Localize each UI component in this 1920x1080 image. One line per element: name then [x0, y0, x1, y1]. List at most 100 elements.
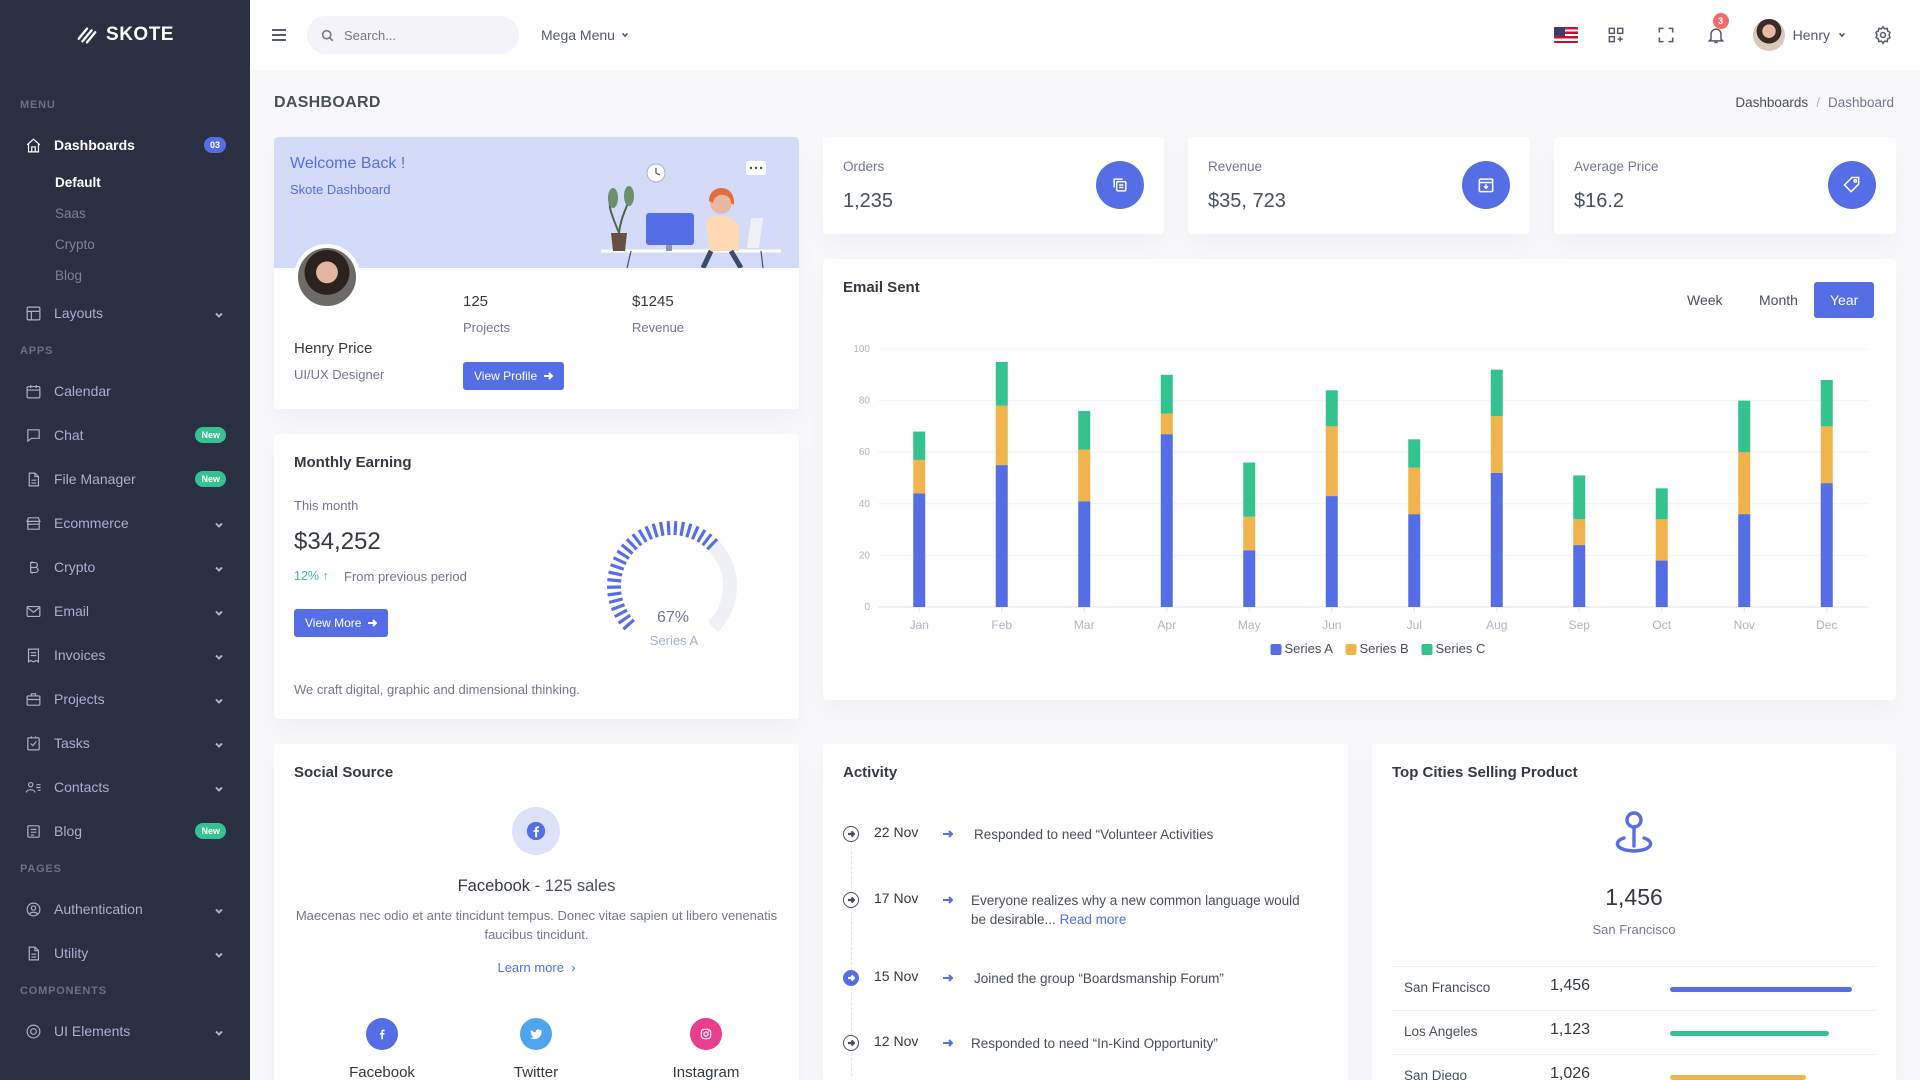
sidebar-item-crypto[interactable]: Crypto	[0, 545, 250, 589]
language-button[interactable]	[1541, 0, 1591, 70]
bar-segment	[1573, 475, 1586, 520]
breadcrumb-item-dashboards[interactable]: Dashboards	[1735, 95, 1809, 110]
logo-icon	[77, 27, 97, 44]
sidebar-item-ui-elements[interactable]: UI Elements	[0, 1009, 250, 1053]
sidebar-item-invoices[interactable]: Invoices	[0, 633, 250, 677]
mega-menu-dropdown[interactable]: Mega Menu	[541, 27, 629, 43]
range-week-button[interactable]: Week	[1687, 292, 1723, 308]
bar-segment	[1243, 516, 1256, 551]
sidebar-item-authentication[interactable]: Authentication	[0, 887, 250, 931]
store-icon	[24, 514, 42, 532]
sidebar-item-blog[interactable]: Blog New	[0, 809, 250, 853]
table-row: Los Angeles 1,123	[1392, 1010, 1877, 1054]
sidebar-item-utility[interactable]: Utility	[0, 931, 250, 975]
sidebar-item-dashboards[interactable]: Dashboards 03	[0, 123, 250, 167]
sidebar-item-file-manager[interactable]: File Manager New	[0, 457, 250, 501]
sidebar-subitem-blog[interactable]: Blog	[55, 268, 83, 283]
card-title: Email Sent	[843, 279, 920, 296]
city-name: Los Angeles	[1404, 1024, 1478, 1039]
search-input[interactable]	[344, 27, 494, 43]
bar-segment	[1820, 483, 1833, 607]
chevron-down-icon	[214, 737, 224, 748]
gauge-tick	[625, 538, 638, 551]
sidebar-item-projects[interactable]: Projects	[0, 677, 250, 721]
archive-icon	[1462, 161, 1510, 209]
view-more-button[interactable]: View More	[294, 609, 389, 637]
period-label: This month	[294, 498, 359, 513]
fullscreen-button[interactable]	[1641, 0, 1691, 70]
city-progress-bar	[1670, 1031, 1829, 1036]
bar-segment	[1160, 374, 1173, 414]
sidebar-item-email[interactable]: Email	[0, 589, 250, 633]
activity-date: 17 Nov	[874, 890, 919, 906]
gauge-tick	[622, 618, 635, 631]
activity-date: 22 Nov	[874, 824, 919, 840]
sidebar-item-label: Dashboards	[54, 137, 135, 153]
social-label-facebook: Facebook	[349, 1064, 415, 1080]
new-badge: New	[195, 427, 226, 443]
menu-toggle-button[interactable]	[264, 20, 294, 50]
gauge-tick	[616, 549, 630, 560]
bar-segment	[1325, 426, 1338, 497]
mega-menu-label: Mega Menu	[541, 27, 615, 43]
apps-grid-button[interactable]	[1591, 0, 1641, 70]
bar-segment	[1820, 379, 1833, 427]
user-list-icon	[24, 778, 42, 796]
user-menu-dropdown[interactable]: Henry	[1741, 19, 1858, 51]
envelope-icon	[24, 602, 42, 620]
stat-label: Average Price	[1574, 159, 1659, 174]
city-value: 1,026	[1550, 1065, 1591, 1080]
map-pin-icon	[1615, 811, 1653, 853]
sidebar-item-tasks[interactable]: Tasks	[0, 721, 250, 765]
settings-button[interactable]	[1858, 0, 1908, 70]
sidebar-subitem-crypto[interactable]: Crypto	[55, 237, 95, 252]
read-more-link[interactable]: Read more	[1059, 912, 1127, 927]
timeline-line	[851, 836, 852, 1076]
legend-marker	[1345, 644, 1357, 655]
facebook-icon[interactable]	[366, 1018, 398, 1050]
top-city-value: 1,456	[1605, 884, 1663, 910]
bar-segment	[1160, 413, 1173, 435]
earning-footer: We craft digital, graphic and dimensiona…	[294, 682, 580, 697]
notifications-button[interactable]: 3	[1691, 0, 1741, 70]
breadcrumb-separator: /	[1816, 95, 1820, 110]
user-circle-icon	[24, 900, 42, 918]
range-month-button[interactable]: Month	[1759, 292, 1798, 308]
sidebar: SKOTE MENU Dashboards 03 Default Saas Cr…	[0, 0, 250, 1080]
x-tick-label: Jan	[910, 618, 929, 632]
top-city-name: San Francisco	[1592, 922, 1676, 937]
sidebar-item-label: Email	[54, 603, 90, 619]
arrow-right-icon	[368, 619, 378, 627]
y-tick-label: 60	[859, 447, 871, 458]
range-year-button[interactable]: Year	[1814, 282, 1875, 318]
x-tick-label: Sep	[1569, 618, 1591, 632]
top-cities-card: Top Cities Selling Product 1,456 San Fra…	[1372, 744, 1896, 1080]
gauge-tick	[607, 591, 622, 597]
instagram-icon[interactable]	[690, 1018, 722, 1050]
bar-segment	[1655, 560, 1668, 607]
sidebar-item-chat[interactable]: Chat New	[0, 413, 250, 457]
sidebar-item-ecommerce[interactable]: Ecommerce	[0, 501, 250, 545]
sidebar-item-label: Crypto	[54, 559, 96, 575]
x-tick-label: Oct	[1652, 618, 1671, 632]
arrow-right-icon	[942, 971, 954, 983]
sidebar-item-calendar[interactable]: Calendar	[0, 369, 250, 413]
x-tick-label: Apr	[1157, 618, 1176, 632]
stat-value: $16.2	[1574, 190, 1625, 212]
button-label: View Profile	[474, 369, 538, 383]
apps-section-title: APPS	[20, 345, 54, 357]
twitter-icon[interactable]	[520, 1018, 552, 1050]
legend-marker	[1421, 644, 1433, 655]
sidebar-subitem-default[interactable]: Default	[55, 175, 101, 190]
sidebar-item-layouts[interactable]: Layouts	[0, 291, 250, 335]
sidebar-subitem-saas[interactable]: Saas	[55, 206, 86, 221]
bar-segment	[1078, 449, 1091, 502]
sidebar-item-label: Ecommerce	[54, 515, 129, 531]
button-label: View More	[305, 616, 362, 630]
view-profile-button[interactable]: View Profile	[463, 362, 565, 390]
facebook-featured-icon	[512, 807, 560, 855]
sidebar-item-contacts[interactable]: Contacts	[0, 765, 250, 809]
learn-more-link[interactable]: Learn more ›	[274, 960, 799, 975]
brand-logo[interactable]: SKOTE	[0, 0, 250, 70]
home-icon	[24, 136, 42, 154]
